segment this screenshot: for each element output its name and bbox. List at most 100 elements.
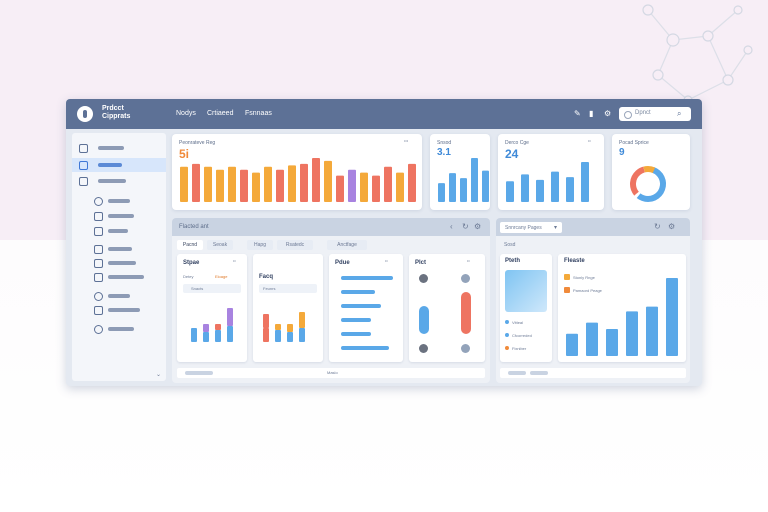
search-box[interactable]: Dpnct ⌕ <box>619 107 691 121</box>
sidebar-item-3[interactable] <box>72 174 166 188</box>
sidebar-item-10[interactable] <box>72 289 166 303</box>
refresh-icon[interactable]: ↻ <box>654 222 661 231</box>
chart-bar <box>180 166 188 202</box>
chart-bar <box>300 163 308 202</box>
panel-subtitle: Sosd <box>504 242 516 248</box>
prev-icon[interactable]: ‹ <box>450 222 453 231</box>
card-value: 5i <box>179 147 190 161</box>
sidebar-item-9[interactable] <box>72 270 166 284</box>
sidebar-item-8[interactable] <box>72 256 166 270</box>
chevron-down-icon[interactable]: ⌄ <box>156 372 162 378</box>
chart-bar <box>216 169 224 202</box>
chart-bar <box>666 278 678 356</box>
app-window: Prdcct Cipprats Nodys Crtiaeed Fsnnaas ✎… <box>66 99 702 386</box>
avatar <box>461 344 470 353</box>
chart-bar <box>312 158 320 202</box>
pages-dropdown[interactable]: Snnrcany Pages ▾ <box>500 222 562 233</box>
sidebar-line <box>108 261 136 265</box>
sidebar-item-1[interactable] <box>72 141 166 155</box>
card-value: 9 <box>619 147 625 158</box>
more-icon[interactable]: ••• <box>404 138 409 143</box>
team-icon <box>94 306 103 315</box>
chart-bar <box>581 162 589 202</box>
pill-bar-blue <box>419 306 429 334</box>
chart-bar <box>551 171 559 202</box>
tab-4[interactable]: Rsatedc <box>277 240 313 250</box>
sidebar-line <box>108 229 128 233</box>
sidebar-line <box>98 163 122 167</box>
sidebar-item-11[interactable] <box>72 303 166 317</box>
tab-3[interactable]: Hapg <box>247 240 273 250</box>
more-icon[interactable]: •• <box>467 258 470 263</box>
chart-bar <box>566 333 578 356</box>
nav-item-2[interactable]: Crtiaeed <box>207 110 234 117</box>
legend-swatch <box>564 274 570 280</box>
stacked-bar-segment <box>203 332 209 342</box>
settings-icon[interactable]: ⚙ <box>668 222 676 231</box>
donut-orange-arc <box>630 166 666 202</box>
sidebar-line <box>98 146 124 150</box>
panel-title: Flacted ant <box>179 224 209 230</box>
refresh-icon[interactable]: ↻ <box>462 222 469 231</box>
chart-bar <box>586 322 598 356</box>
chart-bar <box>192 163 200 202</box>
panel-header: Flacted ant ‹ ↻ ⚙ <box>172 218 490 236</box>
chart-bar <box>521 174 529 202</box>
legend-label: Stonly Rnge <box>573 275 595 280</box>
shield-icon <box>94 227 103 236</box>
page-card-title: Pteth <box>505 258 520 264</box>
more-icon[interactable]: •• <box>588 138 591 143</box>
doc-icon <box>94 273 103 282</box>
sidebar-line <box>108 308 140 312</box>
stacked-bar-segment <box>287 324 293 332</box>
list-icon <box>94 259 103 268</box>
trash-icon[interactable]: ▮ <box>589 109 594 118</box>
settings-icon[interactable]: ⚙ <box>604 109 612 118</box>
network-decoration <box>642 4 753 105</box>
edit-icon[interactable]: ✎ <box>574 109 581 118</box>
tab-5[interactable]: Anctfage <box>327 240 367 250</box>
filter-dropdown[interactable]: Feunrs <box>259 284 317 293</box>
nav-item-3[interactable]: Fsnnaas <box>245 110 272 117</box>
stacked-bar-segment <box>191 328 197 342</box>
tab-2[interactable]: Seoak <box>207 240 233 250</box>
donut-chart <box>630 166 666 203</box>
image-thumbnail <box>505 270 547 312</box>
tab-1[interactable]: Pacnd <box>177 240 203 250</box>
row-label: Fixniber <box>512 346 527 351</box>
search-placeholder: Dpnct <box>635 110 651 116</box>
sidebar-item-5[interactable] <box>72 209 166 223</box>
sidebar-item-4[interactable] <box>72 194 166 208</box>
search-icon[interactable]: ⌕ <box>677 109 682 118</box>
mini-card-3: Pdue •• <box>329 254 403 362</box>
card-value: 24 <box>505 147 519 161</box>
brand: Prdcct Cipprats <box>102 105 130 121</box>
more-icon[interactable]: •• <box>233 258 236 263</box>
avatar <box>461 274 470 283</box>
stacked-bar-segment <box>287 332 293 342</box>
settings-icon[interactable]: ⚙ <box>474 222 482 231</box>
analytics-panel: Flacted ant ‹ ↻ ⚙ Pacnd Seoak Hapg Rsate… <box>172 218 490 383</box>
footer-label: Maslo <box>327 370 338 375</box>
logo-icon <box>77 106 93 122</box>
chart-bar <box>384 166 392 202</box>
sidebar-item-6[interactable] <box>72 224 166 238</box>
sidebar-item-12[interactable] <box>72 322 166 336</box>
chart-bar <box>396 172 404 202</box>
mini-card-4: Plct •• <box>409 254 485 362</box>
chart-bar <box>360 172 368 202</box>
sidebar-item-7[interactable] <box>72 242 166 256</box>
bullet <box>505 320 509 324</box>
chart-bar <box>204 166 212 202</box>
sidebar-item-2[interactable] <box>72 158 166 172</box>
more-icon[interactable]: •• <box>385 258 388 263</box>
nav-item-1[interactable]: Nodys <box>176 110 196 117</box>
filter-dropdown[interactable]: Snacts <box>183 284 241 293</box>
kpi-card-2: Derco Cge 24 •• <box>498 134 604 210</box>
chart-bar <box>471 158 478 202</box>
donut-card: Pocad Sprice 9 <box>612 134 690 210</box>
hbar <box>341 276 393 280</box>
sidebar-line <box>108 199 130 203</box>
stacked-bar-segment <box>263 314 269 328</box>
grid-icon <box>79 144 88 153</box>
